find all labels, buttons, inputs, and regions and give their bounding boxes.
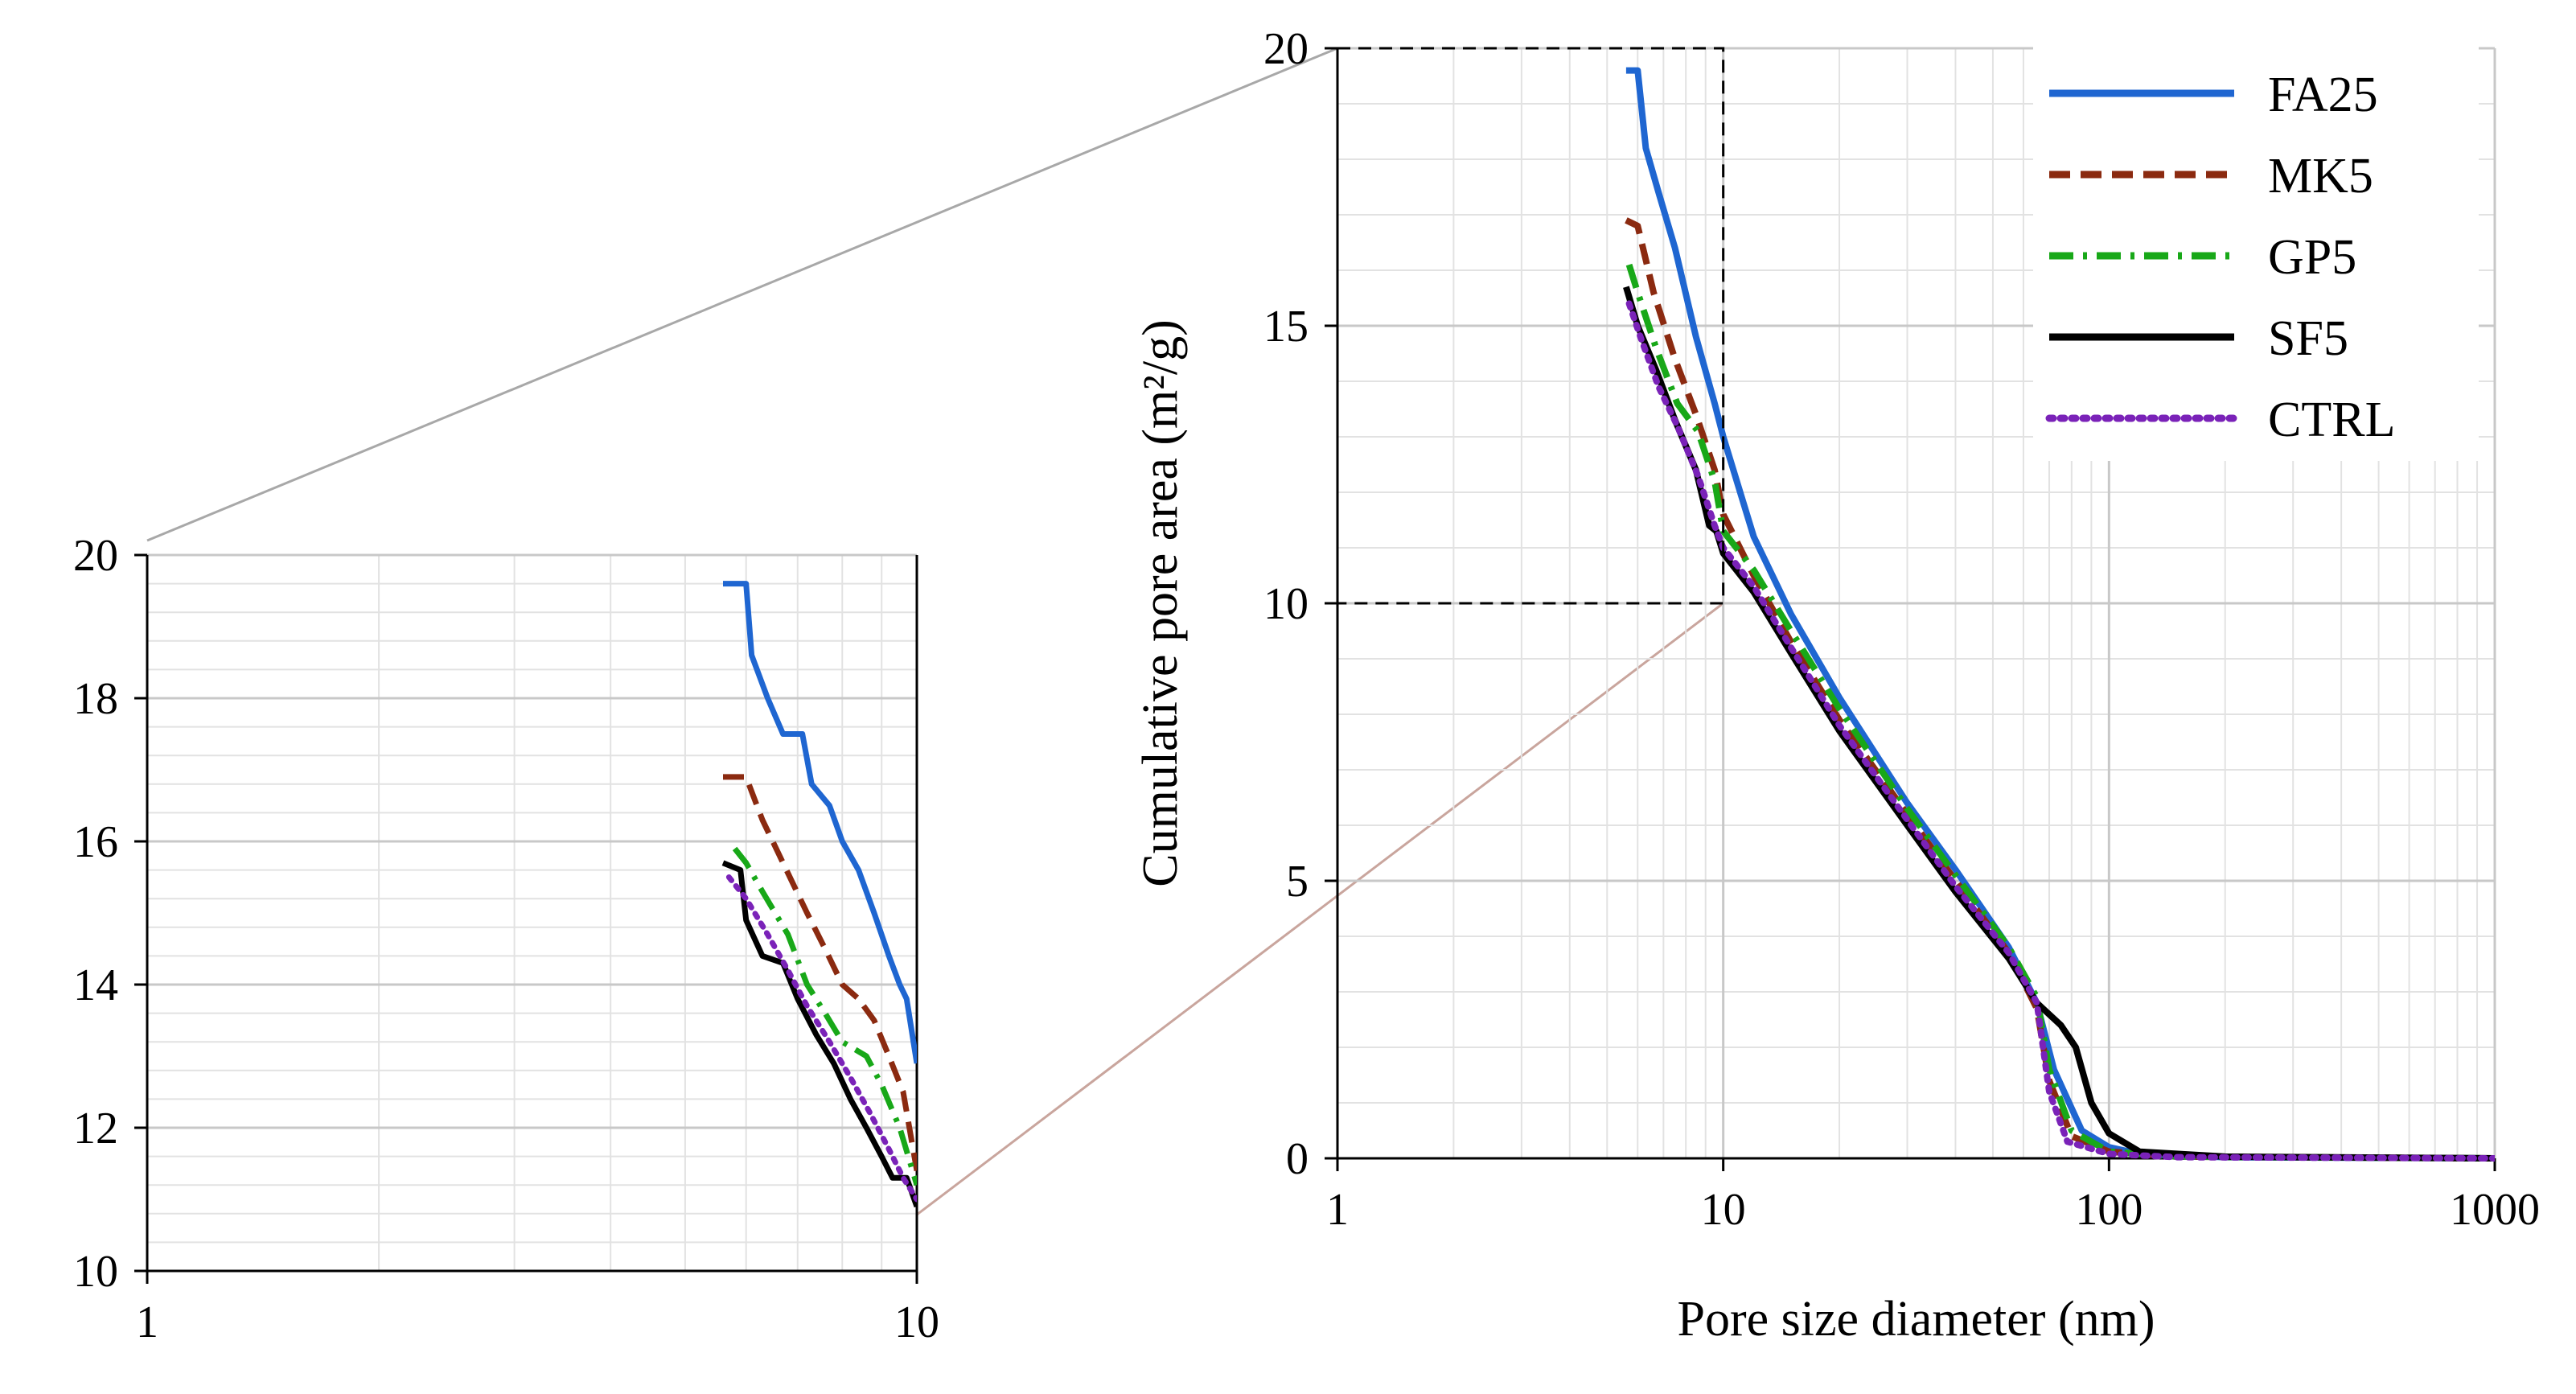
inset-series-line-fa25 — [723, 581, 917, 1064]
zoom-connector-bottom — [916, 602, 1724, 1216]
legend-label-gp5: GP5 — [2268, 230, 2356, 285]
inset-y-tick-label: 16 — [73, 817, 118, 867]
inset-y-tick-label: 12 — [73, 1104, 118, 1153]
legend-label-fa25: FA25 — [2268, 68, 2378, 122]
inset-axes — [146, 555, 917, 1273]
main-y-tick-label: 10 — [1263, 579, 1309, 629]
main-x-tick-label: 10 — [1701, 1185, 1746, 1235]
inset-y-tick-label: 14 — [73, 960, 118, 1010]
main-y-axis-title: Cumulative pore area (m²/g) — [1133, 319, 1188, 887]
inset-x-tick-label: 1 — [136, 1297, 158, 1347]
zoom-connectors — [146, 47, 1724, 1216]
inset-series-line-mk5 — [723, 774, 917, 1171]
main-x-axis-title: Pore size diameter (nm) — [1678, 1292, 2155, 1347]
inset-y-tick-label: 18 — [73, 674, 118, 724]
inset-series-line-sf5 — [721, 860, 917, 1208]
inset-chart: 1 10 10 12 14 16 18 20 — [73, 531, 939, 1347]
legend-label-mk5: MK5 — [2268, 149, 2373, 204]
legend-label-ctrl: CTRL — [2268, 393, 2395, 447]
inset-series-line-gp5 — [732, 846, 917, 1186]
legend: FA25 MK5 GP5 SF5 CTRL — [2033, 47, 2479, 461]
main-x-tick-label: 1000 — [2450, 1185, 2540, 1235]
main-series-line-gp5 — [1625, 263, 2495, 1162]
main-y-tick-label: 20 — [1263, 24, 1309, 74]
main-y-tick-label: 15 — [1263, 302, 1309, 352]
main-x-tick-label: 100 — [2075, 1185, 2143, 1235]
legend-label-sf5: SF5 — [2268, 311, 2348, 366]
inset-y-tick-label: 20 — [73, 531, 118, 581]
main-series-line-ctrl — [1625, 300, 2495, 1162]
inset-y-tick-label: 10 — [73, 1247, 118, 1297]
zoom-connector-top — [146, 47, 1338, 542]
main-series-line-fa25 — [1625, 67, 2495, 1162]
main-x-tick-label: 1 — [1326, 1185, 1349, 1235]
inset-series-line-ctrl — [725, 874, 917, 1203]
main-y-tick-label: 0 — [1286, 1134, 1309, 1184]
zoom-region-box — [1337, 47, 1725, 605]
inset-x-tick-label: 10 — [894, 1297, 939, 1347]
main-series-line-mk5 — [1625, 217, 2495, 1162]
main-y-tick-label: 5 — [1286, 857, 1309, 907]
